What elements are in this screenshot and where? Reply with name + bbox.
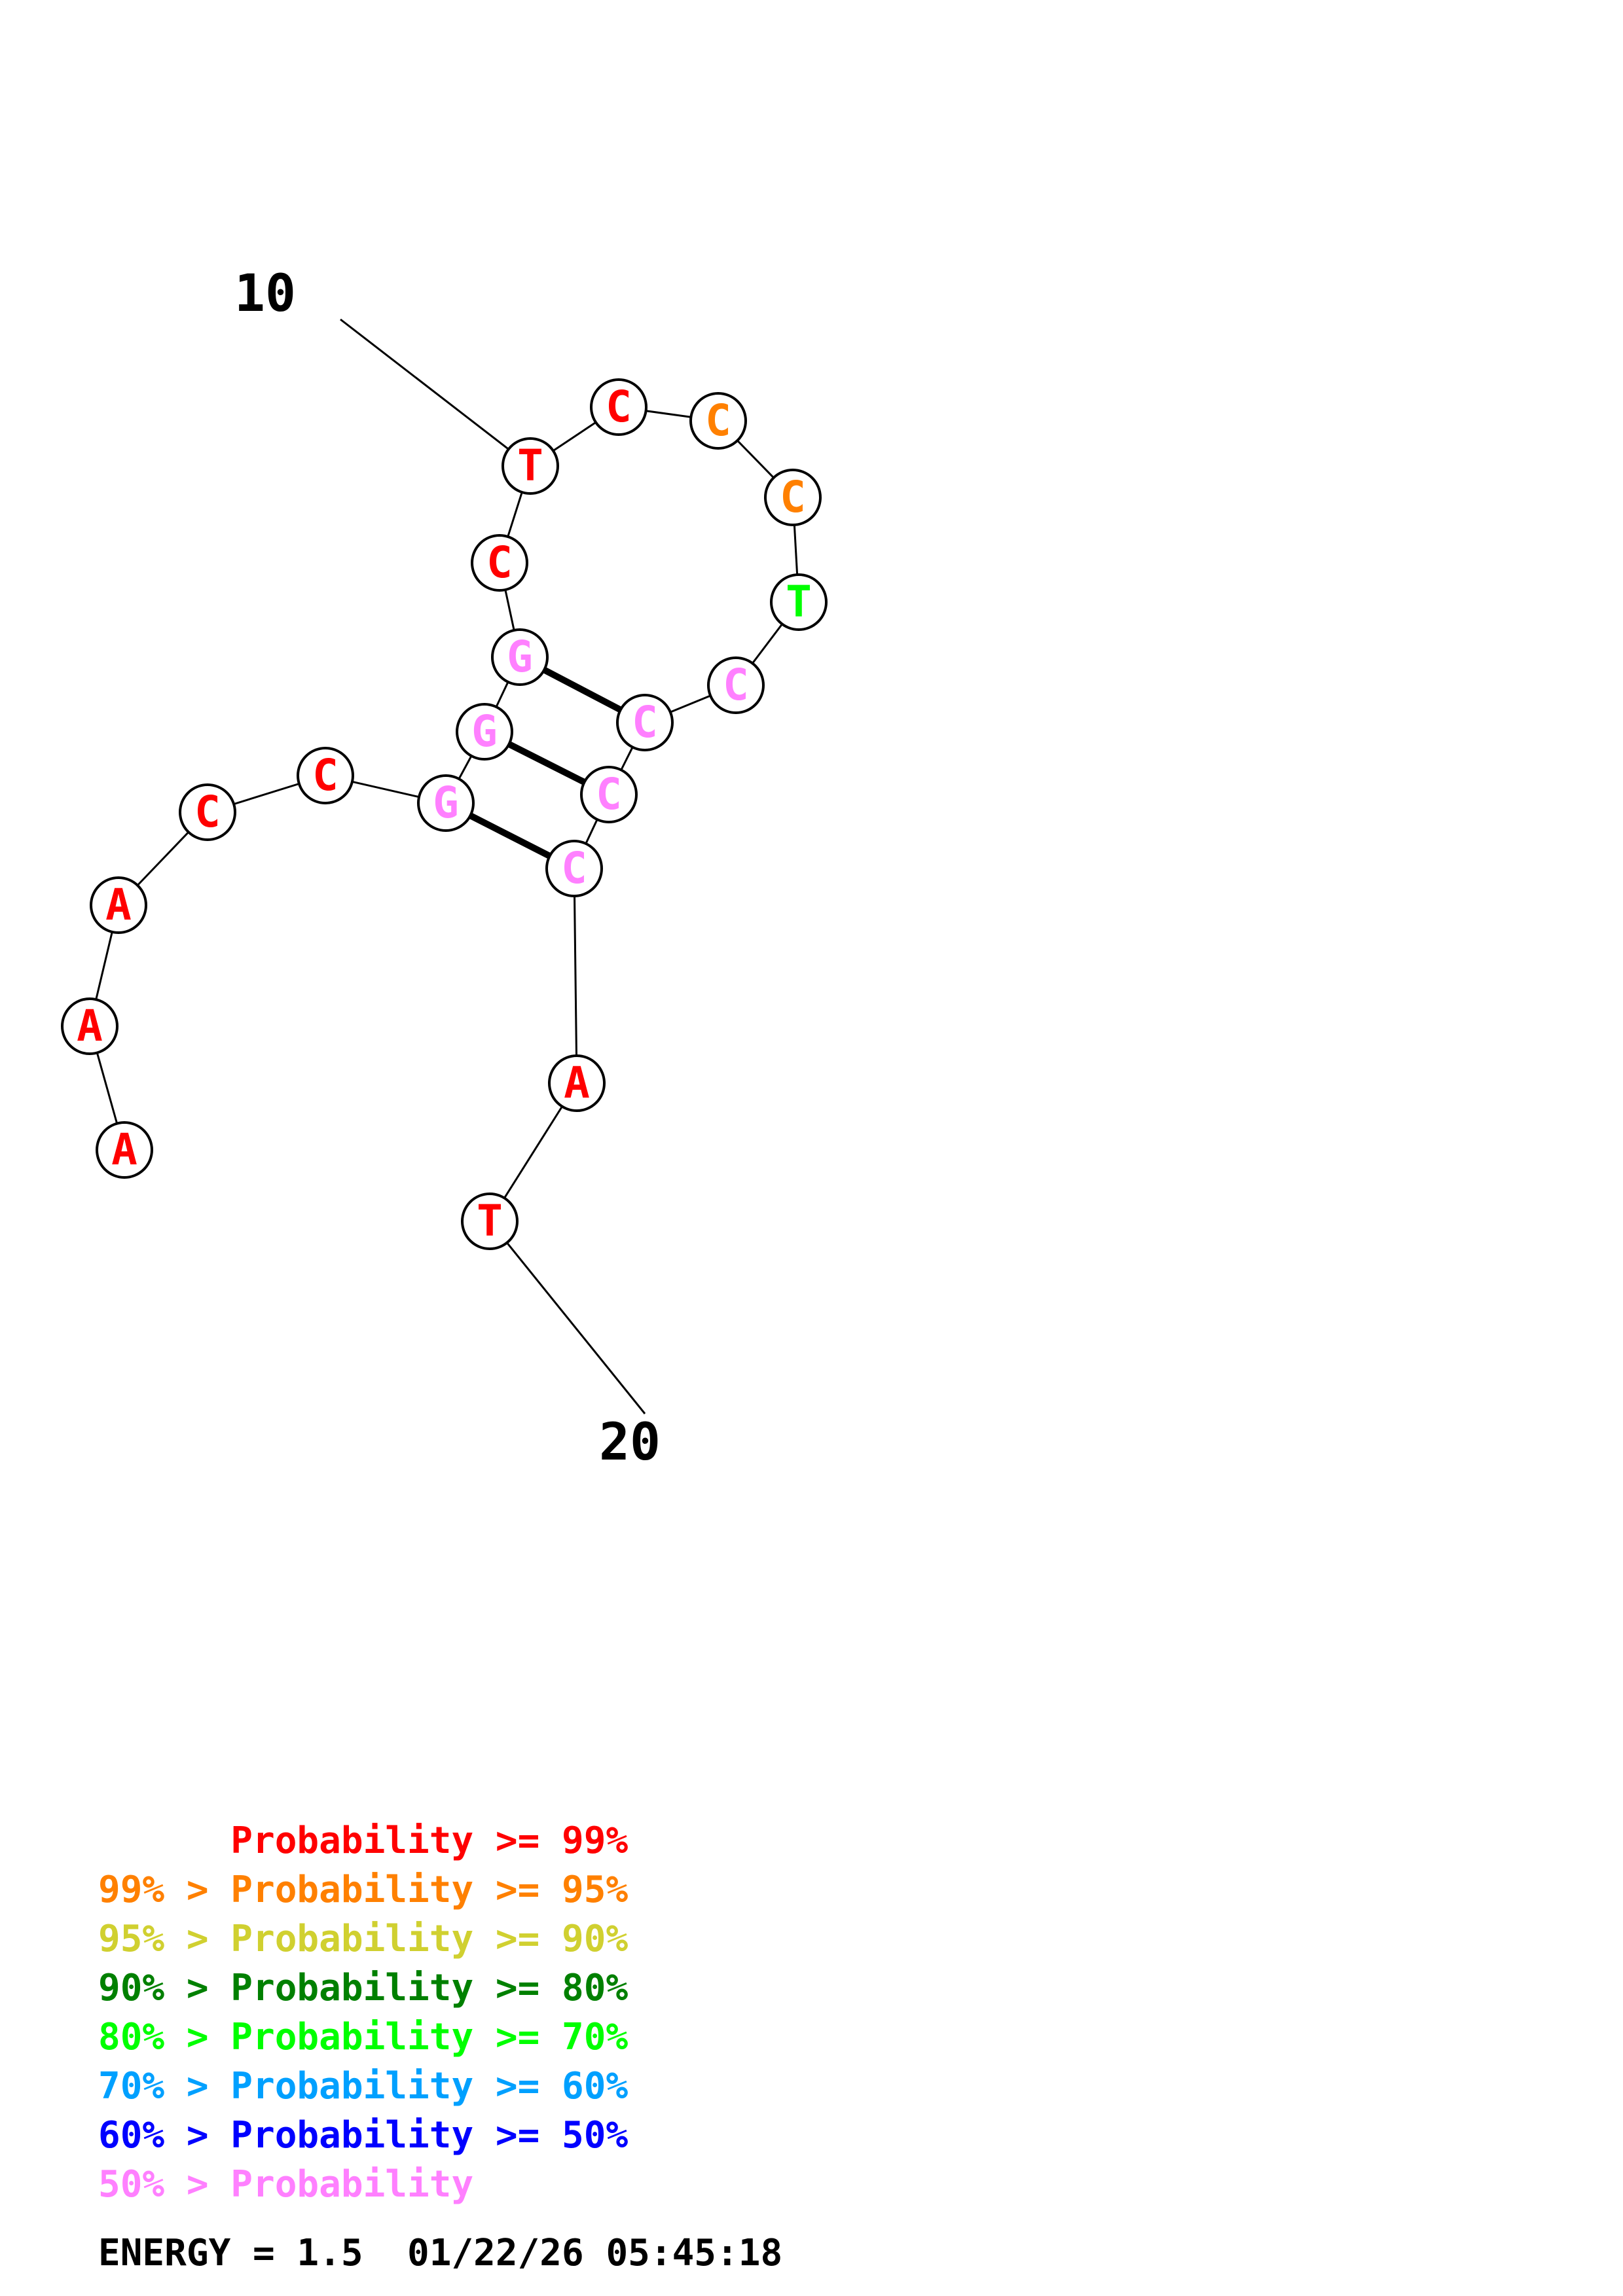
nucleotide-letter: A xyxy=(105,880,132,930)
nucleotide-circle xyxy=(297,747,354,804)
backbone-line xyxy=(573,868,578,1084)
legend-row-50: 60% > Probability >= 50% xyxy=(98,2114,629,2157)
nucleotide: C xyxy=(545,840,603,897)
nucleotide-circle xyxy=(491,628,549,686)
index-leader-line xyxy=(488,1221,646,1414)
nucleotide-letter: T xyxy=(477,1196,503,1246)
energy-timestamp: ENERGY = 1.5 01/22/26 05:45:18 xyxy=(98,2232,783,2274)
nucleotide: C xyxy=(764,469,822,526)
nucleotide-circle xyxy=(61,997,119,1055)
nucleotide-letter: C xyxy=(780,472,806,522)
nucleotide-letter: A xyxy=(77,1001,103,1051)
nucleotide: C xyxy=(707,656,765,714)
nucleotide-letter: C xyxy=(312,750,338,800)
index-label: 20 xyxy=(599,1413,661,1472)
nucleotide-letter: G xyxy=(433,778,459,828)
index-label: 10 xyxy=(234,264,296,323)
nucleotide-circle xyxy=(545,840,603,897)
nucleotide: A xyxy=(548,1054,606,1112)
nucleotide-circle xyxy=(471,534,528,592)
nucleotide-letter: C xyxy=(705,395,731,446)
index-leader-line xyxy=(340,318,531,467)
nucleotide-circle xyxy=(96,1121,153,1179)
nucleotide-letter: C xyxy=(723,660,749,710)
nucleotide-letter: A xyxy=(111,1124,137,1175)
nucleotide-letter: A xyxy=(564,1058,590,1108)
nucleotide-letter: C xyxy=(561,843,587,893)
index-leader-lines xyxy=(340,318,646,1414)
nucleotide-circle xyxy=(707,656,765,714)
nucleotide: T xyxy=(461,1193,519,1250)
legend-row-99: Probability >= 99% xyxy=(98,1820,629,1862)
nucleotide: C xyxy=(471,534,528,592)
base-pair-lines xyxy=(444,654,647,872)
nucleotide: C xyxy=(580,766,638,823)
nucleotide: G xyxy=(456,703,513,761)
nucleotide-letter: G xyxy=(507,632,533,682)
nucleotide-letter: C xyxy=(194,787,221,837)
nucleotide-letter: C xyxy=(632,697,658,747)
nucleotide: A xyxy=(96,1121,153,1179)
nucleotide-circle xyxy=(417,774,475,832)
nucleotide-circle xyxy=(456,703,513,761)
nucleotide-letter: C xyxy=(606,382,632,432)
nucleotide: A xyxy=(90,876,147,934)
nucleotide-circle xyxy=(689,392,747,450)
legend-row-70: 80% > Probability >= 70% xyxy=(98,2016,629,2058)
nucleotide-circle xyxy=(590,378,647,436)
nucleotide: C xyxy=(689,392,747,450)
nucleotide: C xyxy=(616,694,674,751)
nucleotide: T xyxy=(501,437,559,495)
legend-row-95: 99% > Probability >= 95% xyxy=(98,1869,629,1911)
nucleotide-circle xyxy=(764,469,822,526)
nucleotide: C xyxy=(590,378,647,436)
index-labels: 10 20 xyxy=(234,264,661,1472)
nucleotide-circle xyxy=(501,437,559,495)
nucleotide-circle xyxy=(548,1054,606,1112)
nucleotide-letter: C xyxy=(486,537,513,588)
nucleotide-circle xyxy=(770,573,828,631)
nucleotide: C xyxy=(297,747,354,804)
nucleotide-circle xyxy=(179,783,236,841)
legend-row-80: 90% > Probability >= 80% xyxy=(98,1967,629,2009)
nucleotide: C xyxy=(179,783,236,841)
nucleotide-circle xyxy=(461,1193,519,1250)
nucleotide: G xyxy=(417,774,475,832)
nucleotide: A xyxy=(61,997,119,1055)
probability-legend: Probability >= 99% 99% > Probability >= … xyxy=(98,1816,628,2209)
nucleotide-circle xyxy=(90,876,147,934)
nucleotide-circle xyxy=(616,694,674,751)
nucleotide-letter: G xyxy=(471,706,498,757)
nucleotide-letter: T xyxy=(786,577,812,627)
legend-row-below-50: 50% > Probability xyxy=(98,2163,474,2206)
nucleotide-circle xyxy=(580,766,638,823)
nucleotide-letter: T xyxy=(517,440,543,491)
nucleotide: T xyxy=(770,573,828,631)
legend-row-60: 70% > Probability >= 60% xyxy=(98,2065,629,2108)
nucleotide-letter: C xyxy=(596,769,622,819)
legend-row-90: 95% > Probability >= 90% xyxy=(98,1918,629,1960)
nucleotide: G xyxy=(491,628,549,686)
